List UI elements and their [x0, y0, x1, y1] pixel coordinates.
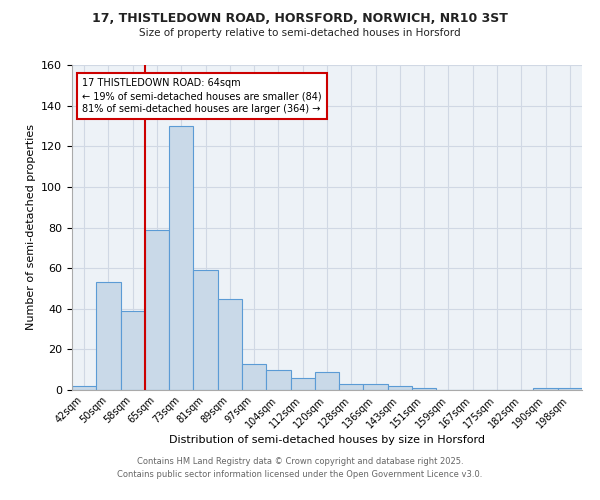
Bar — [290, 378, 315, 390]
Text: Size of property relative to semi-detached houses in Horsford: Size of property relative to semi-detach… — [139, 28, 461, 38]
Bar — [72, 386, 96, 390]
Bar — [412, 388, 436, 390]
Bar — [169, 126, 193, 390]
Text: Contains public sector information licensed under the Open Government Licence v3: Contains public sector information licen… — [118, 470, 482, 479]
Bar — [266, 370, 290, 390]
Y-axis label: Number of semi-detached properties: Number of semi-detached properties — [26, 124, 35, 330]
Bar — [218, 298, 242, 390]
Text: 17 THISTLEDOWN ROAD: 64sqm
← 19% of semi-detached houses are smaller (84)
81% of: 17 THISTLEDOWN ROAD: 64sqm ← 19% of semi… — [82, 78, 322, 114]
Bar — [242, 364, 266, 390]
Bar — [96, 282, 121, 390]
Text: Contains HM Land Registry data © Crown copyright and database right 2025.: Contains HM Land Registry data © Crown c… — [137, 458, 463, 466]
Bar — [558, 388, 582, 390]
Bar — [315, 372, 339, 390]
Bar — [388, 386, 412, 390]
Bar — [193, 270, 218, 390]
X-axis label: Distribution of semi-detached houses by size in Horsford: Distribution of semi-detached houses by … — [169, 436, 485, 446]
Text: 17, THISTLEDOWN ROAD, HORSFORD, NORWICH, NR10 3ST: 17, THISTLEDOWN ROAD, HORSFORD, NORWICH,… — [92, 12, 508, 26]
Bar — [364, 384, 388, 390]
Bar — [121, 311, 145, 390]
Bar — [533, 388, 558, 390]
Bar — [339, 384, 364, 390]
Bar — [145, 230, 169, 390]
